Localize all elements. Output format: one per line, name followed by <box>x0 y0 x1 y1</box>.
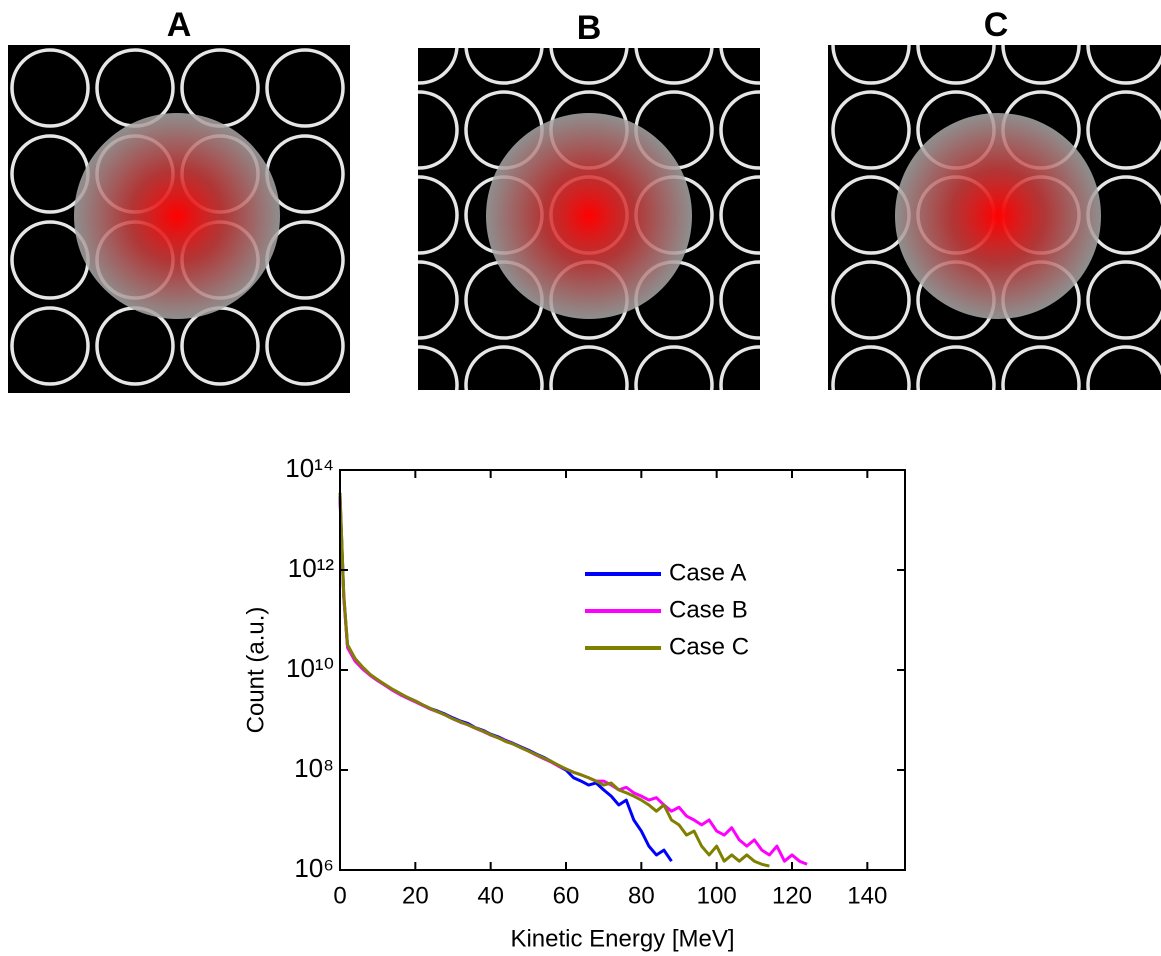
x-axis-label: Kinetic Energy [MeV] <box>510 925 734 952</box>
y-tick-label: 10¹⁴ <box>285 453 334 483</box>
fiber-ring <box>916 345 996 390</box>
data-line <box>338 496 673 863</box>
fiber-ring <box>1086 260 1161 340</box>
fiber-ring <box>831 260 911 340</box>
data-line <box>340 500 837 866</box>
y-tick-label: 10¹² <box>288 553 335 583</box>
fiber-ring <box>418 90 459 170</box>
fiber-ring <box>831 45 911 85</box>
plot-frame <box>339 469 906 871</box>
x-tick-label: 140 <box>847 882 887 909</box>
y-tick-label: 10⁶ <box>294 853 334 883</box>
fiber-ring <box>1001 45 1081 85</box>
fiber-ring <box>634 48 714 85</box>
x-tick-label: 40 <box>477 882 504 909</box>
data-line <box>338 492 770 868</box>
fiber-ring <box>418 345 459 390</box>
fiber-ring <box>831 345 911 390</box>
x-tick-label: 60 <box>553 882 580 909</box>
x-tick-label: 0 <box>333 882 346 909</box>
fiber-ring <box>549 345 629 390</box>
panel <box>8 45 350 393</box>
beam-spot <box>74 113 280 319</box>
x-tick-label: 100 <box>697 882 737 909</box>
fiber-ring <box>1001 345 1081 390</box>
panel-label: B <box>577 9 602 47</box>
legend-label: Case C <box>669 633 749 660</box>
x-tick-label: 80 <box>628 882 655 909</box>
panel-label: A <box>167 6 192 44</box>
fiber-ring <box>464 345 544 390</box>
fiber-ring <box>719 90 760 170</box>
beam-spot <box>895 113 1101 319</box>
legend-label: Case B <box>669 596 748 623</box>
fiber-ring <box>265 306 345 386</box>
fiber-ring <box>1086 45 1161 85</box>
fiber-ring <box>1086 345 1161 390</box>
beam-spot <box>486 113 692 319</box>
fiber-ring <box>719 260 760 340</box>
fiber-ring <box>418 175 459 255</box>
fiber-ring <box>10 48 90 128</box>
fiber-ring <box>831 90 911 170</box>
fiber-ring <box>719 175 760 255</box>
fiber-ring <box>549 48 629 85</box>
fiber-ring <box>916 45 996 85</box>
fiber-ring <box>418 48 459 85</box>
panel <box>418 48 760 390</box>
x-tick-label: 120 <box>772 882 812 909</box>
fiber-ring <box>1086 90 1161 170</box>
panel-label: C <box>984 6 1009 44</box>
fiber-ring <box>719 48 760 85</box>
fiber-ring <box>719 345 760 390</box>
x-tick-label: 20 <box>402 882 429 909</box>
legend-label: Case A <box>669 559 746 586</box>
panel <box>828 45 1161 390</box>
fiber-ring <box>265 48 345 128</box>
fiber-ring <box>464 48 544 85</box>
fiber-ring <box>634 345 714 390</box>
y-tick-label: 10¹⁰ <box>286 653 334 683</box>
y-axis-label: Count (a.u.) <box>242 607 269 734</box>
fiber-ring <box>10 306 90 386</box>
fiber-ring <box>418 260 459 340</box>
y-tick-label: 10⁸ <box>294 753 334 783</box>
